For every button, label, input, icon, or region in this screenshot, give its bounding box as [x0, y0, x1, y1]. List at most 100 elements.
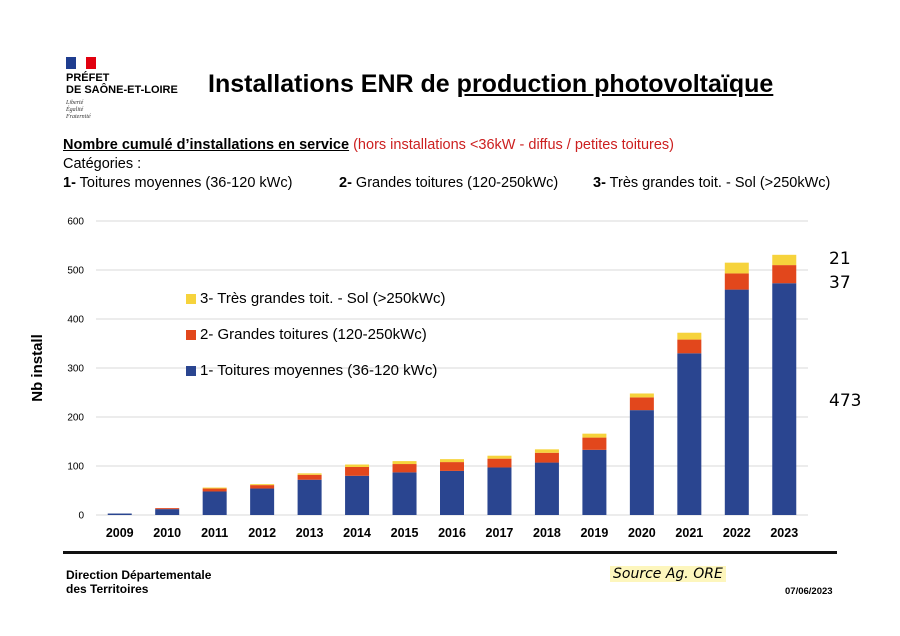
x-tick-label-2022: 2022 [723, 526, 751, 540]
bar-2017-series-3 [487, 455, 512, 459]
bar-2011-series-1 [202, 491, 227, 515]
category-1-label: Toitures moyennes (36-120 kWc) [75, 175, 293, 191]
chart-subtitle: Nombre cumulé d’installations en service… [63, 137, 674, 153]
bar-2019-series-1 [582, 449, 607, 515]
legend-label-1: 1- Toitures moyennes (36-120 kWc) [200, 362, 437, 379]
legend-swatch-2 [186, 330, 196, 340]
bar-2020-series-3 [629, 393, 654, 398]
bar-2009-series-1 [107, 513, 132, 515]
bar-2011-series-2 [202, 488, 227, 492]
x-tick-label-2012: 2012 [248, 526, 276, 540]
annotation-21: 21 [829, 249, 851, 269]
bar-2023-series-2 [772, 265, 797, 284]
x-tick-label-2011: 2011 [201, 526, 228, 540]
bar-2021-series-3 [677, 332, 702, 340]
marianne-flag-logo [66, 57, 96, 69]
bar-2018-series-1 [534, 462, 559, 515]
document-date: 07/06/2023 [785, 586, 833, 597]
y-tick-label-300: 300 [67, 364, 84, 375]
bar-2020-series-2 [629, 397, 654, 411]
bar-2010-series-1 [155, 509, 180, 515]
legend-label-2: 2- Grandes toitures (120-250kWc) [200, 326, 427, 343]
bar-2015-series-3 [392, 461, 417, 465]
data-source: Source Ag. ORE [610, 566, 726, 582]
bar-2014-series-2 [345, 466, 370, 476]
x-tick-label-2023: 2023 [770, 526, 798, 540]
category-2-label: Grandes toitures (120-250kWc) [351, 175, 559, 191]
prefecture-name-line1: PRÉFET [66, 72, 110, 84]
bar-2021-series-2 [677, 339, 702, 354]
legend-swatch-1 [186, 366, 196, 376]
motto-liberte: Liberté [66, 100, 84, 106]
x-tick-label-2018: 2018 [533, 526, 561, 540]
bar-2012-series-1 [250, 488, 275, 515]
bar-2018-series-2 [534, 452, 559, 463]
bar-2013-series-1 [297, 479, 322, 515]
subtitle-lead: Nombre cumulé d’installations en service [63, 137, 350, 153]
bar-2019-series-2 [582, 437, 607, 450]
page-title: Installations ENR de production photovol… [208, 70, 773, 99]
y-tick-label-400: 400 [67, 315, 84, 326]
bar-2023-series-1 [772, 283, 797, 515]
bar-2016-series-3 [440, 459, 464, 463]
bar-2017-series-1 [487, 467, 512, 515]
bar-2016-series-2 [440, 462, 464, 471]
footer-org-line1: Direction Départementale [66, 568, 212, 582]
bar-2016-series-1 [440, 470, 464, 515]
bar-2012-series-2 [250, 485, 275, 489]
bar-2015-series-2 [392, 464, 417, 473]
bar-2014-series-3 [345, 464, 370, 467]
x-tick-label-2017: 2017 [486, 526, 514, 540]
bar-2013-series-3 [297, 473, 322, 475]
x-tick-label-2021: 2021 [675, 526, 703, 540]
annotation-37: 37 [829, 273, 851, 293]
x-tick-label-2013: 2013 [296, 526, 324, 540]
legend-label-3: 3- Très grandes toit. - Sol (>250kWc) [200, 290, 446, 307]
x-tick-label-2020: 2020 [628, 526, 656, 540]
x-tick-label-2015: 2015 [391, 526, 419, 540]
title-underlined: production photovoltaïque [456, 70, 774, 98]
bar-2014-series-1 [345, 475, 370, 515]
subtitle-note: (hors installations <36kW - diffus / pet… [349, 137, 674, 153]
legend-swatch-3 [186, 294, 196, 304]
category-2-num: 2- [339, 175, 352, 191]
y-axis-label: Nb install [29, 334, 46, 402]
bar-2015-series-1 [392, 472, 417, 515]
bar-2023-series-3 [772, 254, 797, 266]
footer-org-line2: des Territoires [66, 582, 149, 596]
x-tick-label-2016: 2016 [438, 526, 466, 540]
bar-2020-series-1 [629, 410, 654, 515]
bar-2022-series-1 [724, 289, 749, 515]
category-3: 3- Très grandes toit. - Sol (>250kWc) [593, 175, 830, 191]
bar-2012-series-3 [250, 484, 275, 486]
category-2: 2- Grandes toitures (120-250kWc) [339, 175, 558, 191]
bar-2022-series-3 [724, 262, 749, 274]
bar-2019-series-3 [582, 433, 607, 438]
y-tick-label-200: 200 [67, 413, 84, 424]
category-3-num: 3- [593, 175, 606, 191]
bar-2017-series-2 [487, 458, 512, 468]
bar-2022-series-2 [724, 273, 749, 290]
categories-title: Catégories : [63, 156, 142, 172]
bar-2010-series-2 [155, 508, 180, 510]
category-1-num: 1- [63, 175, 76, 191]
title-prefix: Installations ENR de [208, 70, 457, 98]
bar-2021-series-1 [677, 353, 702, 515]
motto-fraternite: Fraternité [66, 114, 91, 120]
x-tick-label-2009: 2009 [106, 526, 134, 540]
x-tick-label-2010: 2010 [153, 526, 181, 540]
bar-2013-series-2 [297, 474, 322, 480]
category-3-label: Très grandes toit. - Sol (>250kWc) [605, 175, 831, 191]
y-tick-label-0: 0 [78, 511, 84, 522]
x-tick-label-2014: 2014 [343, 526, 371, 540]
x-tick-label-2019: 2019 [580, 526, 608, 540]
category-1: 1- Toitures moyennes (36-120 kWc) [63, 175, 292, 191]
footer-divider [63, 551, 837, 554]
prefecture-name-line2: DE SAÔNE-ET-LOIRE [66, 84, 178, 96]
bar-2018-series-3 [534, 449, 559, 453]
motto-egalite: Égalité [66, 107, 84, 113]
y-tick-label-600: 600 [67, 217, 84, 228]
y-tick-label-100: 100 [67, 462, 84, 473]
bar-2011-series-3 [202, 487, 227, 489]
